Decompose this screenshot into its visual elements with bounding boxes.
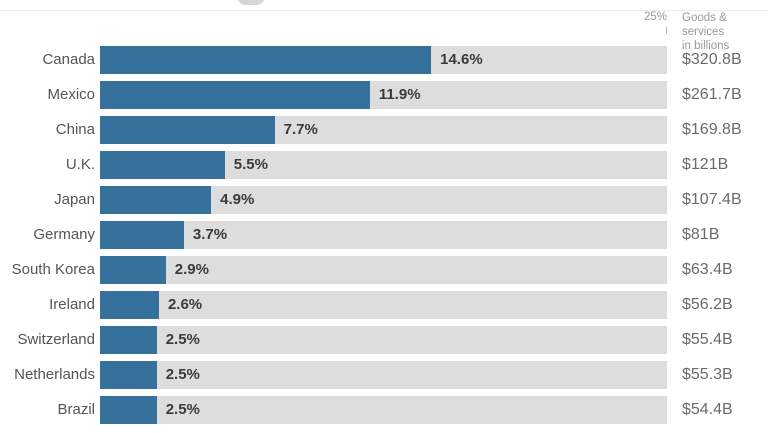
bar <box>100 220 184 249</box>
chart-row: Ireland 2.6% $56.2B <box>0 287 768 322</box>
percent-label: 2.9% <box>174 261 209 278</box>
country-label: Netherlands <box>14 366 95 383</box>
chart-row: China 7.7% $169.8B <box>0 112 768 147</box>
chart-row: Brazil 2.5% $54.4B <box>0 392 768 427</box>
chart-rows: Canada 14.6% $320.8B Mexico 11.9% $261.7… <box>0 42 768 427</box>
chart-row: South Korea 2.9% $63.4B <box>0 252 768 287</box>
page-top-artifact <box>237 0 265 5</box>
country-label: Germany <box>33 226 95 243</box>
bar <box>100 255 166 284</box>
bar-track: 7.7% <box>100 115 667 144</box>
value-label: $107.4B <box>682 190 742 208</box>
bar-track: 2.5% <box>100 395 667 424</box>
chart-row: Germany 3.7% $81B <box>0 217 768 252</box>
bar <box>100 45 432 74</box>
percent-label: 2.6% <box>167 296 203 313</box>
chart-row: Canada 14.6% $320.8B <box>0 42 768 77</box>
top-divider-line <box>0 10 768 11</box>
axis-max-label: 25% <box>643 11 667 23</box>
bar-track: 14.6% <box>100 45 667 74</box>
percent-label: 14.6% <box>440 51 483 68</box>
value-label: $54.4B <box>682 400 733 418</box>
chart-row: Switzerland 2.5% $55.4B <box>0 322 768 357</box>
country-label: Ireland <box>49 296 95 313</box>
value-label: $56.2B <box>682 295 733 313</box>
country-label: Switzerland <box>17 331 95 348</box>
percent-label: 4.9% <box>220 191 255 208</box>
value-label: $121B <box>682 155 729 173</box>
bar <box>100 395 157 424</box>
bar-track: 5.5% <box>100 150 667 179</box>
value-label: $63.4B <box>682 260 733 278</box>
bar <box>100 290 159 319</box>
percent-label: 2.5% <box>165 366 200 383</box>
value-column-header-line1: Goods & services <box>682 12 727 38</box>
bar-track: 2.5% <box>100 360 667 389</box>
country-label: Japan <box>54 191 95 208</box>
bar <box>100 325 157 354</box>
percent-label: 11.9% <box>378 86 421 103</box>
bar <box>100 80 370 109</box>
country-label: Brazil <box>57 401 95 418</box>
bar-track: 2.5% <box>100 325 667 354</box>
country-label: South Korea <box>11 261 95 278</box>
axis-tick-mark <box>666 27 667 34</box>
value-column-header-line2: in billions <box>682 40 730 52</box>
value-label: $320.8B <box>682 50 742 68</box>
percent-label: 2.5% <box>165 401 200 418</box>
chart-row: U.K. 5.5% $121B <box>0 147 768 182</box>
bar <box>100 185 212 214</box>
country-label: Mexico <box>47 86 95 103</box>
value-label: $55.3B <box>682 365 733 383</box>
chart-row: Mexico 11.9% $261.7B <box>0 77 768 112</box>
bar <box>100 150 225 179</box>
value-label: $261.7B <box>682 85 742 103</box>
percent-label: 5.5% <box>233 156 268 173</box>
country-label: China <box>55 121 95 138</box>
bar <box>100 360 157 389</box>
bar-track: 11.9% <box>100 80 667 109</box>
bar <box>100 115 275 144</box>
bar-track: 3.7% <box>100 220 667 249</box>
chart-row: Japan 4.9% $107.4B <box>0 182 768 217</box>
percent-label: 3.7% <box>192 226 228 243</box>
country-label: Canada <box>42 51 95 68</box>
value-label: $169.8B <box>682 120 742 138</box>
percent-label: 7.7% <box>283 121 318 138</box>
value-label: $81B <box>682 225 720 243</box>
bar-track: 2.9% <box>100 255 667 284</box>
country-label: U.K. <box>65 156 95 173</box>
bar-track: 4.9% <box>100 185 667 214</box>
value-column-header: Goods & services in billions <box>682 11 768 53</box>
bar-track: 2.6% <box>100 290 667 319</box>
value-label: $55.4B <box>682 330 733 348</box>
percent-label: 2.5% <box>165 331 200 348</box>
chart-row: Netherlands 2.5% $55.3B <box>0 357 768 392</box>
